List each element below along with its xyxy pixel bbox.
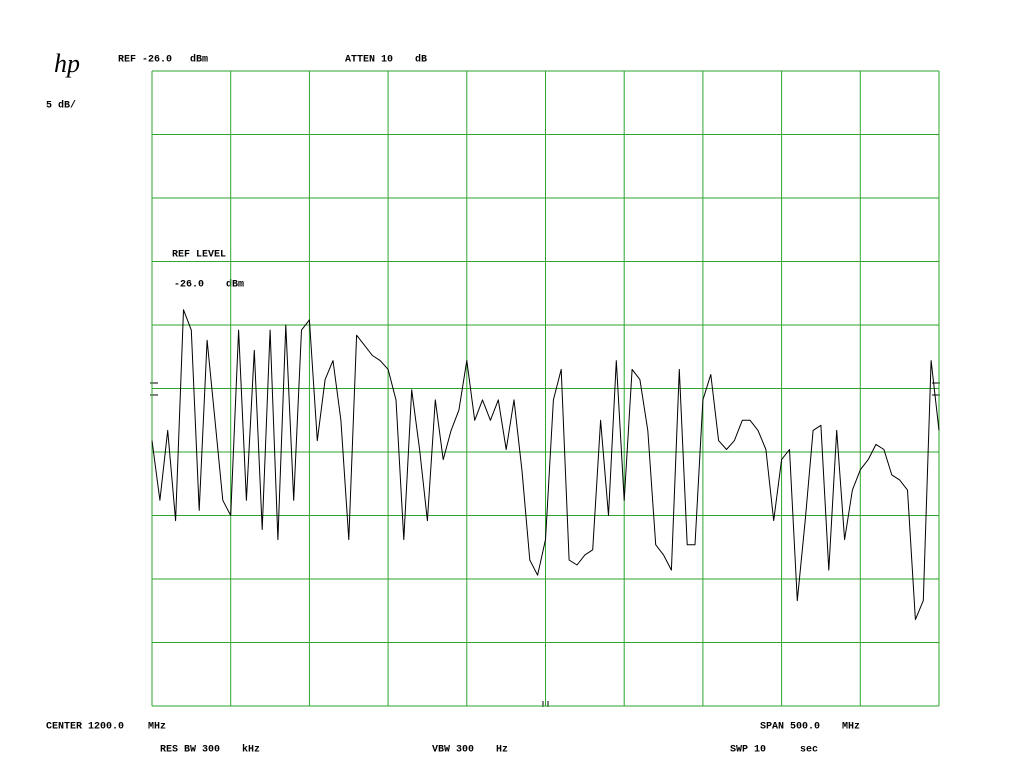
scale-label: 5 dB/ — [46, 100, 76, 112]
atten-unit: dB — [415, 54, 427, 66]
vbw-label: VBW 300 — [432, 745, 474, 756]
ref-unit: dBm — [190, 54, 208, 66]
swp-unit: sec — [800, 745, 818, 756]
swp-label: SWP 10 — [730, 745, 766, 756]
atten-label: ATTEN 10 — [345, 55, 393, 66]
ref-level-unit: dBm — [226, 279, 244, 291]
center-label: CENTER 1200.0 — [46, 722, 124, 733]
span-label: SPAN 500.0 — [760, 722, 820, 733]
ref-level-title: REF LEVEL — [172, 250, 226, 261]
logo: hp — [54, 49, 80, 78]
center-unit: MHz — [148, 722, 166, 733]
rbw-unit: kHz — [242, 744, 260, 756]
span-unit: MHz — [842, 722, 860, 733]
vbw-unit: Hz — [496, 745, 508, 756]
ref-label: REF -26.0 — [118, 55, 172, 66]
trace — [151, 309, 940, 621]
ref-level-value: -26.0 — [174, 280, 204, 291]
rbw-label: RES BW 300 — [160, 745, 220, 756]
